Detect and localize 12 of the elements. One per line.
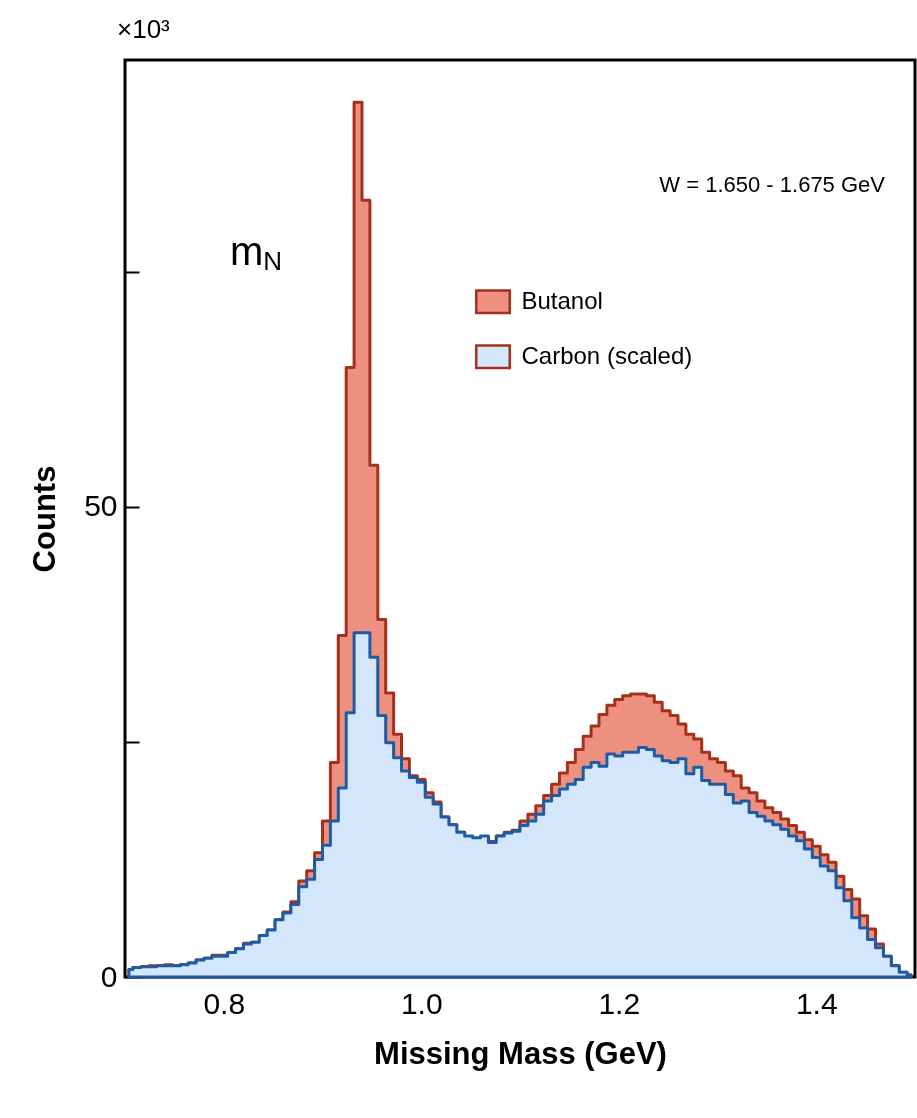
x-axis-title: Missing Mass (GeV)	[374, 1035, 667, 1071]
y-tick-label: 0	[100, 959, 118, 993]
text: ×10³	[117, 14, 171, 44]
x-tick-label: 1.4	[795, 986, 838, 1020]
x-tick-label: 1.2	[598, 986, 641, 1020]
y-axis-title: Counts	[27, 465, 63, 573]
x-tick-label: 0.8	[203, 986, 246, 1020]
annotation: W = 1.650 - 1.675 GeV	[659, 172, 886, 197]
x-tick-label: 1.0	[400, 986, 443, 1020]
y-tick-label: 50	[84, 489, 118, 523]
legend-label: Butanol	[521, 286, 603, 314]
legend-label: Carbon (scaled)	[521, 341, 693, 369]
